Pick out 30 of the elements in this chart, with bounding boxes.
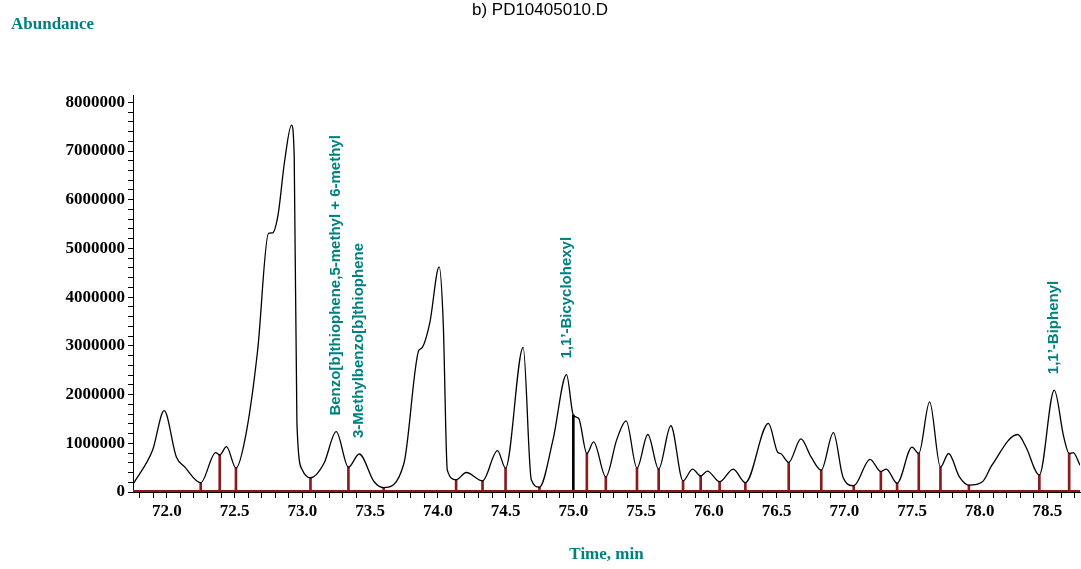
annotation: 1,1’-Biphenyl [1044, 280, 1062, 375]
y-tick-label: 6000000 [65, 189, 125, 209]
x-tick-label: 74.5 [490, 500, 521, 520]
annotation: 1,1’-Bicyclohexyl [556, 236, 574, 359]
y-tick-label: 1000000 [65, 432, 125, 452]
x-tick-label: 72.0 [151, 500, 182, 520]
x-tick-label: 75.0 [558, 500, 589, 520]
x-tick-label: 76.0 [693, 500, 724, 520]
y-tick-label: 2000000 [65, 383, 125, 403]
annotation: Benzo[b]thiophene,5-methyl + 6-methyl [326, 135, 344, 416]
x-tick-label: 73.0 [287, 500, 318, 520]
x-tick-label: 78.0 [964, 500, 995, 520]
x-tick-label: 74.0 [422, 500, 453, 520]
y-tick-label: 7000000 [65, 140, 125, 160]
y-tick-label: 3000000 [65, 335, 125, 355]
y-axis-title: Abundance [11, 14, 95, 34]
x-tick-label: 72.5 [219, 500, 250, 520]
x-tick-label: 76.5 [761, 500, 792, 520]
y-tick-label: 8000000 [65, 91, 125, 111]
x-tick-label: 77.5 [897, 500, 927, 520]
y-tick-label: 4000000 [65, 286, 125, 306]
y-tick-label: 0 [116, 481, 125, 501]
annotation: 3-Methylbenzo[b]thiophene [349, 243, 367, 438]
chart-title: b) PD10405010.D [471, 0, 609, 20]
x-tick-label: 75.5 [626, 500, 656, 520]
x-tick-label: 78.5 [1032, 500, 1063, 520]
x-axis-title: Time, min [569, 544, 645, 564]
y-tick-label: 5000000 [65, 237, 125, 257]
x-tick-label: 73.5 [355, 500, 385, 520]
x-tick-label: 77.0 [829, 500, 860, 520]
